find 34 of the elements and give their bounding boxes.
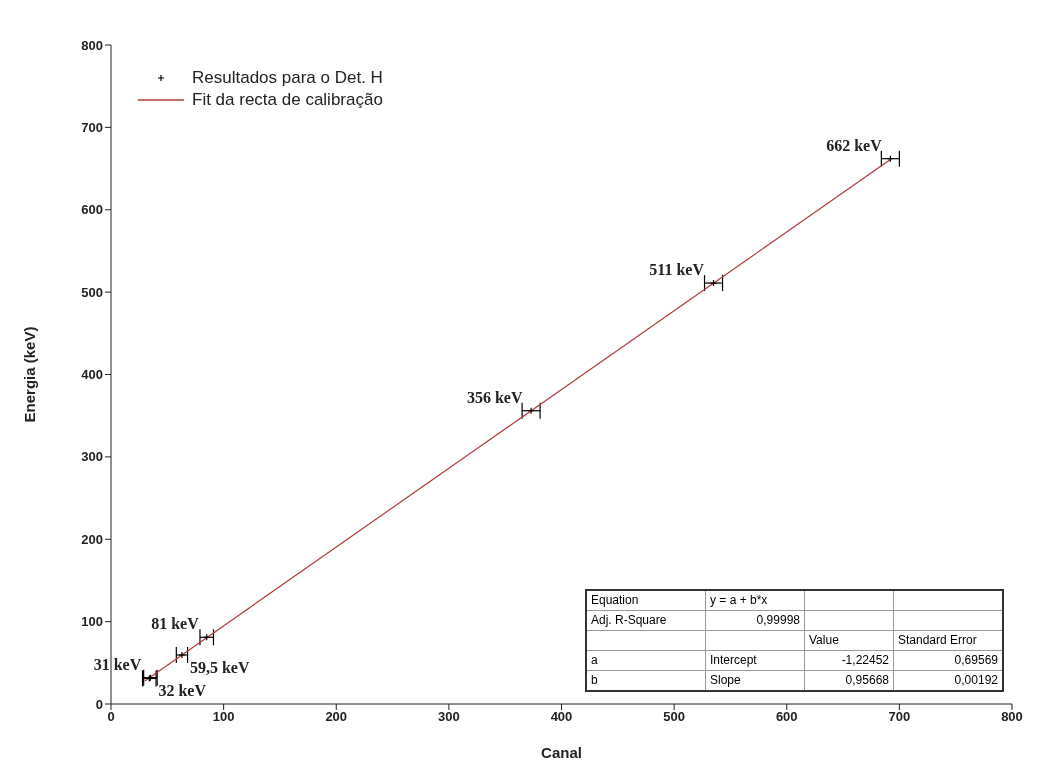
legend-label: Resultados para o Det. H xyxy=(192,68,383,88)
y-tick-label: 700 xyxy=(81,119,103,135)
x-tick-label: 200 xyxy=(325,709,348,725)
annotation: 31 keV xyxy=(93,656,142,675)
x-tick-label: 800 xyxy=(1001,709,1023,725)
annotation: 81 keV xyxy=(151,615,199,634)
text: b Slope 0,95668 0,00192 xyxy=(591,673,998,688)
annotation: 356 keV xyxy=(466,388,523,407)
y-tick-label: 100 xyxy=(81,614,103,630)
x-tick-label: 500 xyxy=(663,709,685,725)
text: a Intercept -1,22452 0,69569 xyxy=(591,653,998,668)
text: Adj. R-Square 0,99998 xyxy=(591,613,800,628)
x-tick-label: 0 xyxy=(107,709,115,725)
text: Value Standard Error xyxy=(809,633,977,648)
y-tick-label: 300 xyxy=(81,449,103,465)
y-tick-label: 200 xyxy=(81,531,103,547)
y-tick-label: 800 xyxy=(81,37,103,53)
y-tick-label: 500 xyxy=(81,284,103,300)
x-tick-label: 100 xyxy=(212,709,235,725)
y-tick-label: 600 xyxy=(81,202,103,218)
x-tick-label: 700 xyxy=(888,709,911,725)
annotation: 662 keV xyxy=(826,136,882,155)
x-tick-label: 400 xyxy=(550,709,573,725)
annotation: 59,5 keV xyxy=(189,658,250,677)
y-axis-title: Energia (keV) xyxy=(21,326,39,423)
x-tick-label: 300 xyxy=(438,709,460,725)
text: Equation y = a + b*x xyxy=(591,593,768,608)
y-tick-label: 0 xyxy=(95,696,103,712)
x-axis-title: Canal xyxy=(541,744,582,761)
legend-label: Fit da recta de calibração xyxy=(192,90,383,110)
x-tick-label: 600 xyxy=(775,709,798,725)
annotation: 511 keV xyxy=(649,261,705,280)
y-tick-label: 400 xyxy=(81,367,103,383)
annotation: 32 keV xyxy=(158,681,206,700)
